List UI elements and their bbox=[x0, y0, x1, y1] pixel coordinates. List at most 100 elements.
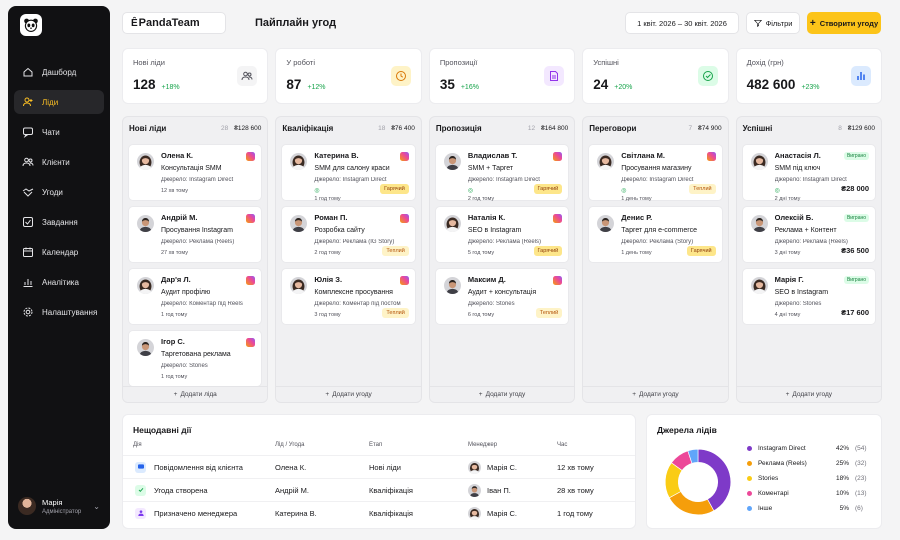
user-profile[interactable]: Марія Адміністратор ⌄ bbox=[14, 493, 104, 519]
message-icon bbox=[135, 461, 146, 473]
stat-value: 482 600 bbox=[746, 77, 796, 92]
deal-card[interactable]: Наталія К. SEO в Instagram Джерело: Реклам… bbox=[434, 206, 570, 263]
deal-amount: ₴28 000 bbox=[841, 184, 870, 193]
avatar bbox=[750, 153, 768, 170]
sidebar-item-2[interactable]: Чати bbox=[14, 120, 104, 144]
filter-icon bbox=[753, 20, 762, 27]
card-service: SMM під ключ bbox=[774, 165, 821, 172]
card-name: Марія Г. bbox=[774, 275, 804, 284]
create-deal-button[interactable]: + Створити угоду bbox=[807, 12, 881, 34]
users-icon bbox=[22, 156, 34, 168]
deal-card[interactable]: Роман П. Розробка сайту Джерело: Реклама (… bbox=[281, 206, 416, 263]
pipeline-column: Нові ліди 28 ₴128 600 Олена К. Консультація … bbox=[122, 116, 269, 403]
sidebar-item-4[interactable]: Угоди bbox=[14, 180, 104, 204]
deal-card[interactable]: Юлія З. Комплексне просування Джерело: Ком… bbox=[281, 268, 416, 325]
legend-item: Інше 5% (6) bbox=[747, 501, 873, 516]
sidebar-item-3[interactable]: Клієнти bbox=[14, 150, 104, 174]
column-title: Успішні bbox=[742, 123, 773, 133]
temperature-badge: Гарячий bbox=[533, 184, 563, 194]
sidebar-item-7[interactable]: Аналітика bbox=[14, 270, 104, 294]
add-deal-button[interactable]: + Додати угоду bbox=[429, 386, 575, 402]
temperature-badge: Гарячий bbox=[686, 246, 716, 256]
card-source: Джерело: Реклама (IG Story) bbox=[314, 239, 395, 245]
analytics-icon bbox=[22, 276, 34, 288]
users-icon bbox=[237, 66, 258, 86]
stat-card: Дохід (грн) 482 600 +23% bbox=[735, 48, 883, 104]
card-source: Джерело: Реклама (Reels) bbox=[774, 239, 848, 245]
column-title: Пропозиція bbox=[435, 123, 482, 133]
column-count: 18 bbox=[378, 124, 386, 132]
legend-label: Stories bbox=[758, 475, 779, 482]
deal-card[interactable]: Світлана М. Просування магазину Джерело: I… bbox=[588, 144, 723, 202]
row-lead: Катерина В. bbox=[275, 508, 317, 518]
plus-icon: + bbox=[173, 391, 178, 398]
filters-button[interactable]: Фільтри bbox=[746, 12, 800, 34]
card-source: Джерело: Instagram Direct bbox=[314, 177, 387, 183]
deal-card[interactable]: Марія Г. SEO в Instagram Джерело: Stories 4… bbox=[741, 268, 877, 325]
panda-logo-icon[interactable] bbox=[20, 14, 42, 36]
deal-card[interactable]: Анастасія Л. SMM під ключ Джерело: Instagr… bbox=[741, 144, 877, 202]
sidebar-item-5[interactable]: Завдання bbox=[14, 210, 104, 234]
clock-icon bbox=[390, 66, 411, 86]
card-name: Андрій М. bbox=[161, 213, 198, 222]
brand-name: PandaTeam bbox=[138, 17, 200, 29]
card-name: Катерина В. bbox=[314, 151, 359, 160]
legend-count: (6) bbox=[855, 505, 863, 512]
card-source: Джерело: Instagram Direct bbox=[467, 177, 540, 183]
recent-actions-header: Дія Лід / Угода Етап Менеджер Час bbox=[123, 442, 635, 454]
card-name: Наталія К. bbox=[467, 213, 506, 222]
card-time: 4 дні тому bbox=[774, 312, 801, 318]
sidebar-item-label: Угоди bbox=[42, 187, 63, 197]
pipeline-column: Успішні 8 ₴129 600 Анастасія Л. SMM під ключ… bbox=[735, 116, 883, 403]
card-service: SMM для салону краси bbox=[314, 165, 390, 172]
temperature-badge: Теплий bbox=[382, 246, 409, 256]
card-time: 2 год тому bbox=[467, 196, 495, 202]
legend-dot bbox=[747, 446, 752, 451]
table-row[interactable]: Повідомлення від клієнта Олена К. Нові лід… bbox=[123, 455, 635, 478]
stat-label: Успішні bbox=[593, 58, 619, 67]
sidebar-item-8[interactable]: Налаштування bbox=[14, 300, 104, 324]
card-time: 2 год тому bbox=[314, 250, 341, 256]
temperature-badge: Теплий bbox=[382, 308, 409, 318]
table-row[interactable]: Угода створена Андрій М. Кваліфікація Іван … bbox=[123, 478, 635, 501]
deal-card[interactable]: Максим Д. Аудит + консультація Джерело: St… bbox=[434, 268, 570, 325]
row-stage: Кваліфікація bbox=[369, 485, 413, 495]
brand-logo[interactable]: Ȇ PandaTeam bbox=[122, 12, 226, 34]
instagram-icon bbox=[706, 152, 716, 161]
date-range-picker[interactable]: 1 квіт. 2026 – 30 квіт. 2026 bbox=[625, 12, 739, 34]
instagram-icon bbox=[553, 152, 563, 161]
sidebar-item-6[interactable]: Календар bbox=[14, 240, 104, 264]
sidebar-item-1[interactable]: Ліди bbox=[14, 90, 104, 114]
legend-count: (54) bbox=[855, 445, 867, 452]
deal-card[interactable]: Владислав Т. SMM + Таргет Джерело: Instagr… bbox=[434, 144, 570, 202]
deal-card[interactable]: Катерина В. SMM для салону краси Джерело: … bbox=[281, 144, 416, 202]
add-deal-button[interactable]: + Додати угоду bbox=[276, 386, 421, 402]
deal-card[interactable]: Ігор С. Таргетована реклама Джерело: Stori… bbox=[128, 330, 263, 387]
deal-card[interactable]: Олена К. Консультація SMM Джерело: Instagr… bbox=[128, 144, 263, 201]
user-name: Марія bbox=[42, 497, 63, 507]
sidebar-item-label: Чати bbox=[42, 127, 60, 137]
legend-count: (32) bbox=[855, 460, 867, 467]
avatar bbox=[443, 215, 461, 232]
sidebar-item-0[interactable]: Дашборд bbox=[14, 60, 104, 84]
pipeline-column: Переговори 7 ₴74 900 Світлана М. Просування … bbox=[582, 116, 729, 403]
add-deal-button[interactable]: + Додати ліда bbox=[123, 386, 268, 402]
add-deal-button[interactable]: + Додати угоду bbox=[583, 386, 728, 402]
chevron-down-icon[interactable]: ⌄ bbox=[93, 501, 100, 511]
row-action: Повідомлення від клієнта bbox=[154, 462, 243, 472]
card-source: Джерело: Stories bbox=[161, 363, 208, 369]
deal-card[interactable]: Олексій Б. Реклама + Контент Джерело: Рекл… bbox=[741, 206, 877, 263]
avatar bbox=[443, 153, 461, 170]
instagram-icon bbox=[246, 152, 256, 161]
stat-value: 128 bbox=[133, 77, 156, 92]
card-source: Джерело: Реклама (Reels) bbox=[161, 239, 235, 245]
card-source: Джерело: Реклама (Story) bbox=[621, 239, 694, 245]
add-deal-label: Додати угоду bbox=[332, 391, 372, 398]
add-deal-button[interactable]: + Додати угоду bbox=[736, 386, 882, 402]
deal-card[interactable]: Дар'я Л. Аудит профілю Джерело: Коментар п… bbox=[128, 268, 263, 325]
sidebar: Дашборд Ліди Чати Клієнти Угоди Завдання Кален… bbox=[8, 6, 110, 529]
deal-card[interactable]: Андрій М. Просування Instagram Джерело: Ре… bbox=[128, 206, 263, 263]
avatar bbox=[290, 277, 308, 294]
deal-card[interactable]: Денис Р. Таргет для e-commerce Джерело: Ре… bbox=[588, 206, 723, 263]
table-row[interactable]: Призначено менеджера Катерина В. Кваліфіка… bbox=[123, 501, 635, 524]
